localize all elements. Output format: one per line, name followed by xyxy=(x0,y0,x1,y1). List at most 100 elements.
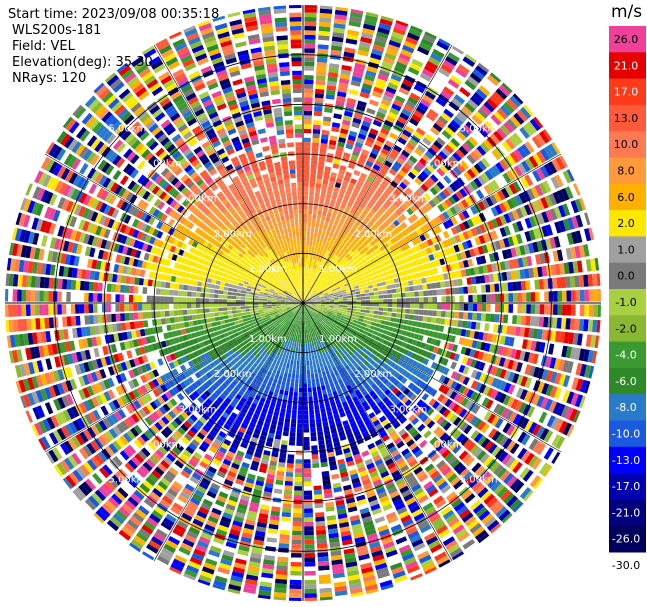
radar-gate xyxy=(309,240,313,246)
radar-gate xyxy=(293,360,297,366)
radar-gate xyxy=(304,597,317,601)
radar-gate xyxy=(349,130,358,137)
radar-gate xyxy=(312,264,316,269)
radar-gate xyxy=(303,365,307,370)
radar-gate xyxy=(313,232,318,238)
radar-gate xyxy=(407,96,419,105)
radar-gate xyxy=(319,247,324,253)
radar-gate xyxy=(518,192,528,204)
radar-gate xyxy=(588,289,594,302)
radar-gate xyxy=(289,432,296,437)
radar-gate xyxy=(348,238,354,244)
radar-gate xyxy=(474,236,482,246)
radar-gate xyxy=(574,318,580,331)
radar-gate xyxy=(503,282,509,292)
radar-gate xyxy=(457,243,465,252)
radar-gate xyxy=(294,383,299,388)
radar-gate xyxy=(407,66,420,76)
radar-gate xyxy=(397,240,404,247)
radar-gate xyxy=(327,280,332,285)
radar-gate xyxy=(422,284,428,290)
radar-gate xyxy=(435,282,441,289)
radar-gate xyxy=(304,593,317,598)
radar-gate xyxy=(304,570,316,576)
radar-gate xyxy=(497,250,504,261)
radar-gate xyxy=(367,284,373,289)
radar-gate xyxy=(494,204,503,215)
radar-gate xyxy=(314,507,324,513)
radar-gate xyxy=(358,176,366,184)
radar-gate xyxy=(360,296,366,300)
radar-gate xyxy=(496,127,508,139)
radar-gate xyxy=(389,222,397,230)
radar-gate xyxy=(348,20,361,28)
radar-gate xyxy=(303,298,305,303)
radar-gate xyxy=(354,243,360,249)
radar-gate xyxy=(333,23,346,29)
radar-gate xyxy=(335,6,349,12)
radar-gate xyxy=(369,295,375,300)
radar-gate xyxy=(314,196,320,202)
radar-gate xyxy=(410,246,418,254)
radar-gate xyxy=(364,274,370,279)
radar-gate xyxy=(346,97,357,105)
radar-gate xyxy=(463,286,469,294)
radar-gate xyxy=(313,111,323,117)
radar-gate xyxy=(449,182,458,192)
radar-gate xyxy=(489,283,495,293)
radar-gate xyxy=(332,279,337,284)
radar-gate xyxy=(334,268,340,273)
radar-gate xyxy=(310,432,317,437)
radar-gate xyxy=(324,166,332,172)
radar-gate xyxy=(304,294,306,299)
radar-gate xyxy=(532,153,543,166)
radar-gate xyxy=(315,241,319,247)
radar-gate xyxy=(415,236,423,244)
radar-gate xyxy=(461,105,473,117)
radar-gate xyxy=(387,82,399,91)
radar-gate xyxy=(338,82,349,89)
radar-gate xyxy=(587,243,595,256)
radar-gate xyxy=(335,235,341,241)
radar-gate xyxy=(307,299,312,302)
radar-gate xyxy=(531,136,543,149)
radar-gate xyxy=(346,261,352,267)
radar-gate xyxy=(543,278,549,290)
radar-gate xyxy=(351,75,362,83)
radar-gate xyxy=(395,313,401,318)
radar-gate xyxy=(334,182,342,188)
radar-gate xyxy=(347,307,352,311)
radar-gate xyxy=(405,303,411,309)
radar-gate xyxy=(322,421,329,427)
radar-gate xyxy=(430,143,440,153)
radar-gate xyxy=(284,390,289,396)
radar-gate xyxy=(405,36,418,46)
radar-gate xyxy=(328,293,334,296)
radar-gate xyxy=(376,209,384,217)
radar-gate xyxy=(402,44,415,54)
radar-gate xyxy=(475,88,488,100)
radar-gate xyxy=(307,342,310,348)
radar-gate xyxy=(566,232,574,245)
radar-gate xyxy=(332,27,345,34)
radar-gate xyxy=(443,175,452,185)
radar-gate xyxy=(414,244,422,252)
radar-gate xyxy=(402,178,410,187)
radar-gate xyxy=(283,489,293,495)
radar-gate xyxy=(303,445,310,451)
radar-gate xyxy=(312,290,317,294)
radar-gate xyxy=(393,235,401,242)
radar-gate xyxy=(334,14,347,21)
radar-gate xyxy=(409,62,422,72)
radar-gate xyxy=(311,378,316,383)
radar-gate xyxy=(290,359,294,365)
radar-gate xyxy=(356,137,365,145)
radar-gate xyxy=(375,323,381,328)
radar-gate xyxy=(385,218,393,225)
radar-gate xyxy=(281,512,291,518)
radar-gate xyxy=(357,240,363,246)
radar-gate xyxy=(430,126,440,136)
radar-gate xyxy=(315,296,320,299)
radar-gate xyxy=(322,289,327,293)
radar-gate xyxy=(359,287,365,291)
